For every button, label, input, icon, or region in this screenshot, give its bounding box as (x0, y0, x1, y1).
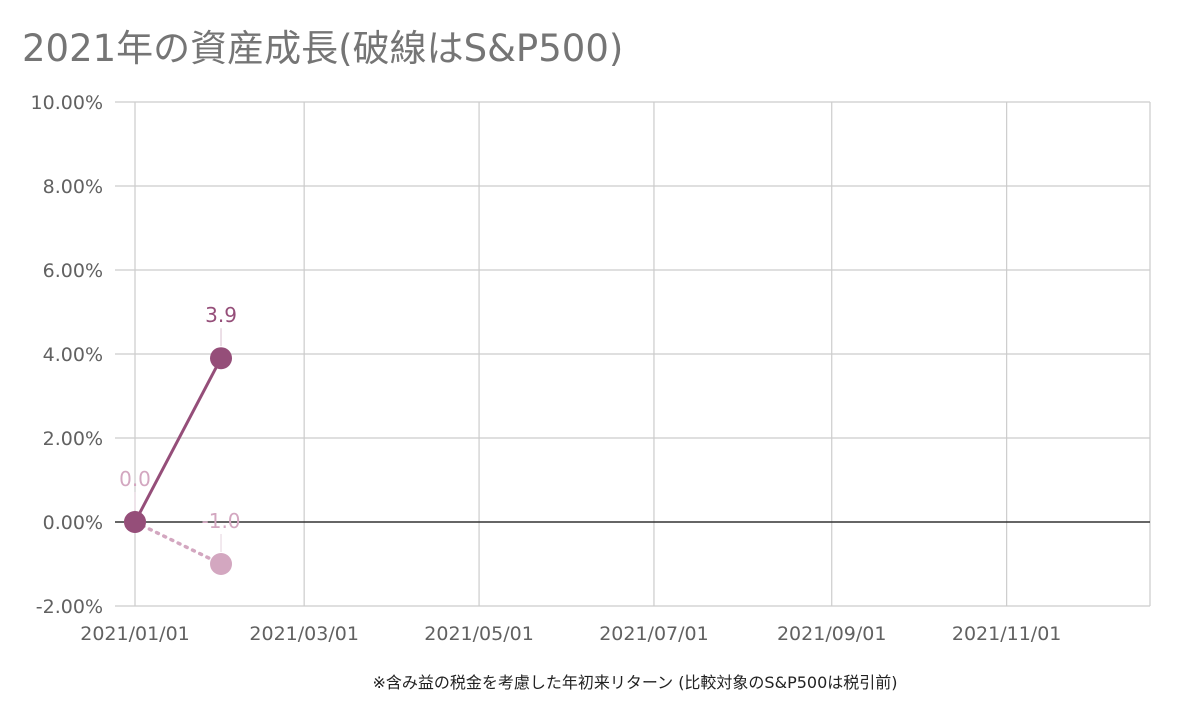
x-tick-label: 2021/03/01 (249, 623, 359, 645)
y-tick-label: 6.00% (43, 260, 103, 282)
x-tick-label: 2021/09/01 (777, 623, 887, 645)
y-tick-label: 10.00% (31, 92, 103, 114)
portfolio-point (210, 347, 233, 370)
x-axis-caption: ※含み益の税金を考慮した年初来リターン (比較対象のS&P500は税引前) (373, 673, 898, 692)
y-tick-label: 4.00% (43, 344, 103, 366)
x-tick-label: 2021/07/01 (599, 623, 709, 645)
y-tick-label: 0.00% (43, 512, 103, 534)
portfolio-point (124, 511, 146, 533)
sp500-data-label: -1.0 (202, 509, 241, 533)
y-tick-label: -2.00% (36, 596, 103, 618)
sp500-point (210, 553, 233, 575)
x-tick-label: 2021/05/01 (424, 623, 534, 645)
x-tick-label: 2021/11/01 (952, 623, 1062, 645)
portfolio-series-line (133, 357, 223, 523)
sp500-series-line (133, 520, 223, 566)
portfolio-data-label: 3.9 (205, 303, 237, 327)
y-tick-label: 8.00% (43, 176, 103, 198)
sp500-data-label: 0.0 (119, 467, 151, 491)
y-tick-label: 2.00% (43, 428, 103, 450)
x-tick-label: 2021/01/01 (80, 623, 190, 645)
chart-title: 2021年の資産成長(破線はS&P500) (22, 27, 624, 70)
